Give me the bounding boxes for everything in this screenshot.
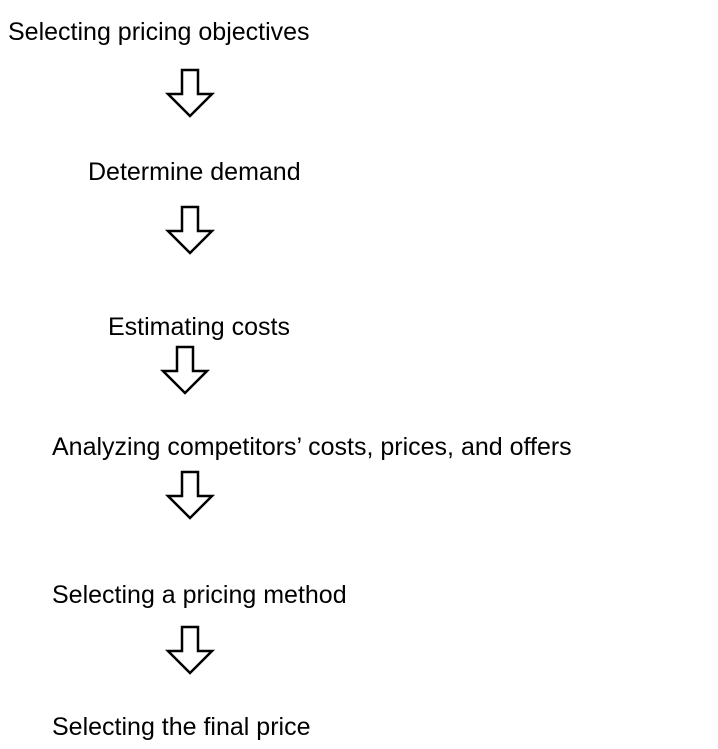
down-arrow [164,205,216,255]
down-arrow [164,625,216,675]
step-label: Estimating costs [108,313,290,341]
step-label: Selecting a pricing method [52,581,347,609]
step-label: Selecting the final price [52,713,310,741]
step-label: Analyzing competitors’ costs, prices, an… [52,433,572,461]
down-arrow [164,470,216,520]
step-label: Determine demand [88,158,301,186]
down-arrow [159,345,211,395]
step-label: Selecting pricing objectives [8,18,310,46]
down-arrow [164,68,216,118]
